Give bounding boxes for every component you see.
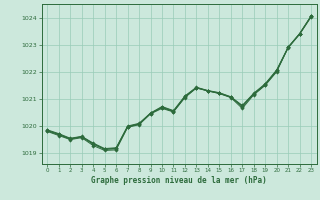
X-axis label: Graphe pression niveau de la mer (hPa): Graphe pression niveau de la mer (hPa) xyxy=(91,176,267,185)
